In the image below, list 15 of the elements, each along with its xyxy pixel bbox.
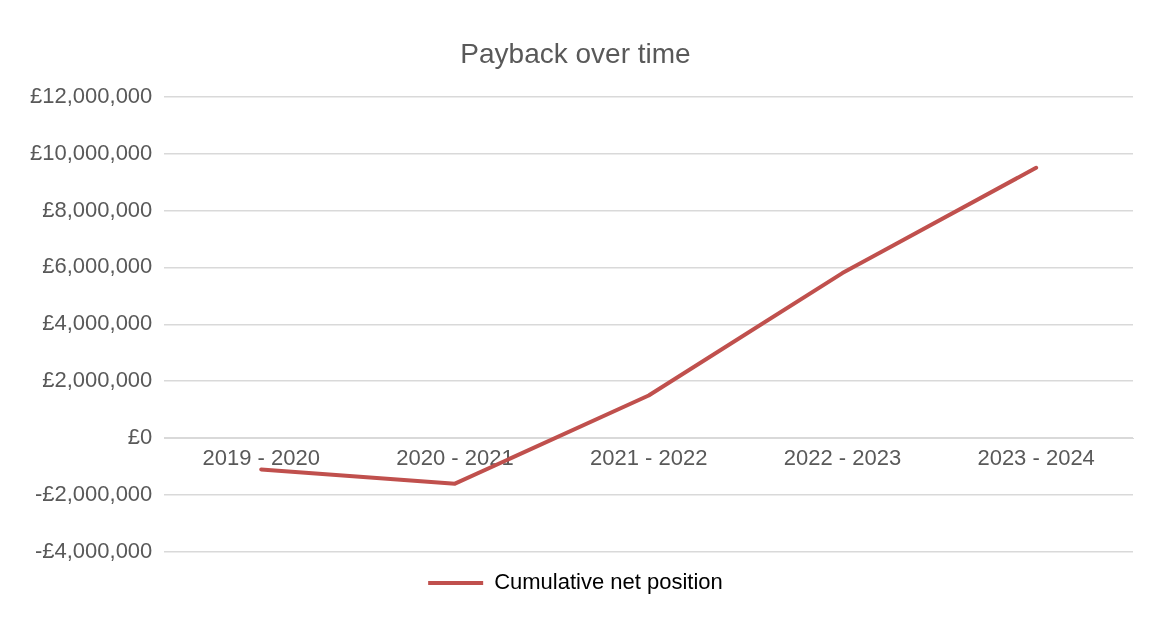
x-tick-label: 2019 - 2020	[202, 445, 320, 471]
y-tick-label: £0	[127, 424, 153, 450]
y-tick-label: £10,000,000	[30, 139, 153, 165]
x-tick-label: 2022 - 2023	[783, 445, 902, 471]
y-tick-label: £8,000,000	[42, 196, 153, 222]
chart-title: Payback over time	[460, 37, 691, 69]
y-tick-label: £2,000,000	[42, 367, 153, 393]
y-tick-label: £6,000,000	[42, 253, 153, 279]
legend-label: Cumulative net position	[494, 569, 723, 595]
y-tick-label: £12,000,000	[30, 82, 153, 108]
y-tick-label: -£4,000,000	[34, 538, 153, 564]
x-tick-label: 2023 - 2024	[977, 445, 1095, 471]
x-tick-label: 2021 - 2022	[589, 445, 708, 471]
y-tick-label: £4,000,000	[42, 310, 153, 336]
y-tick-label: -£2,000,000	[34, 481, 153, 507]
